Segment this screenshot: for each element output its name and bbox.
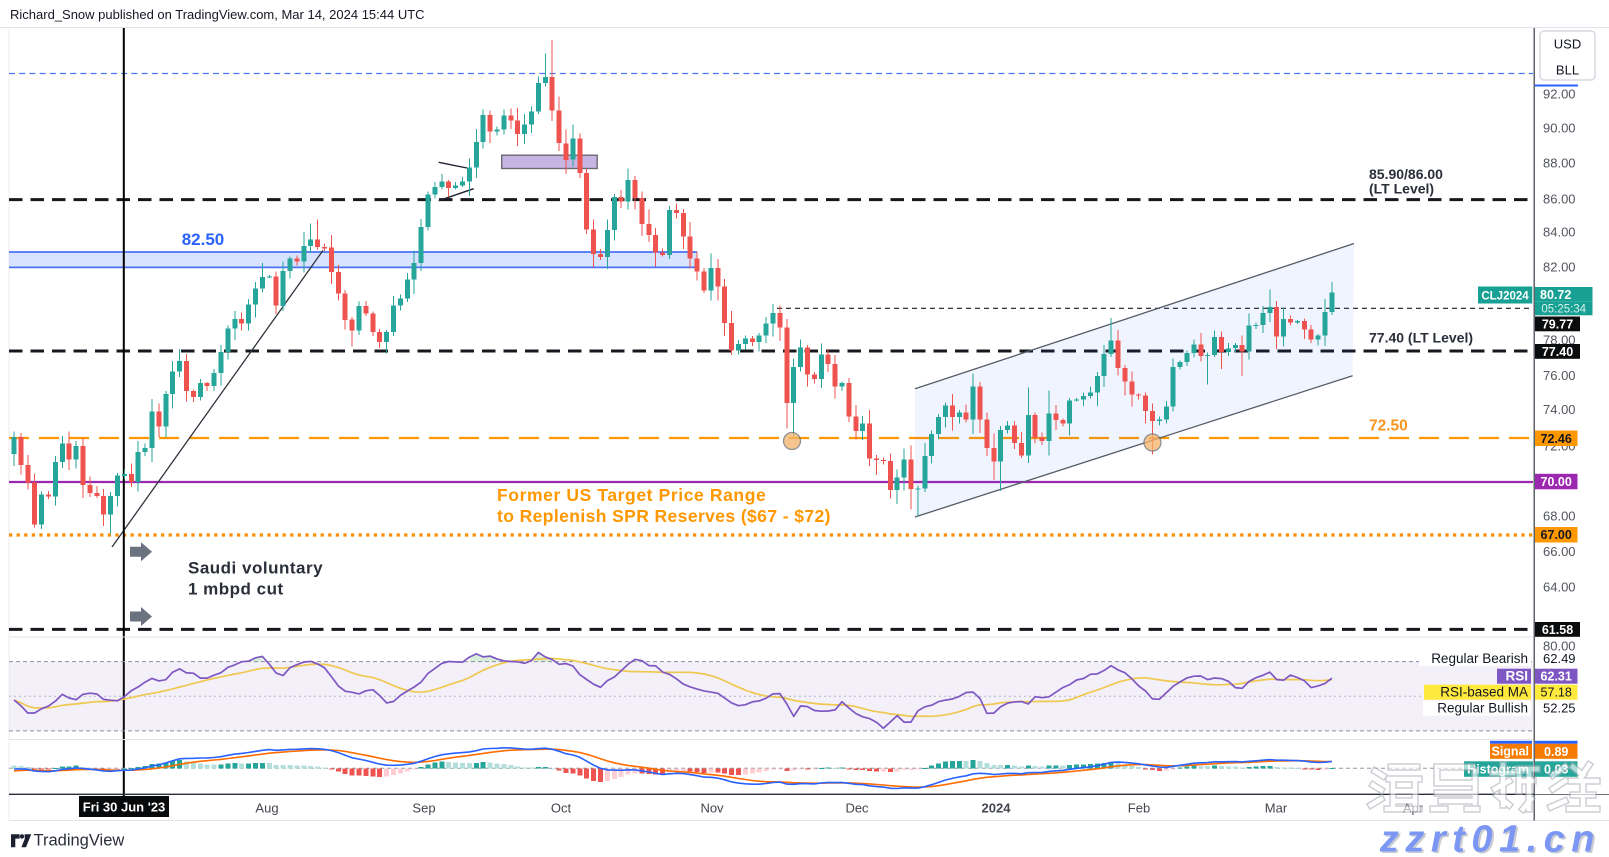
svg-text:80.72: 80.72 — [1540, 288, 1571, 302]
svg-text:80.00: 80.00 — [1543, 639, 1576, 654]
svg-text:79.77: 79.77 — [1542, 317, 1573, 331]
svg-text:Mar: Mar — [1265, 801, 1288, 816]
svg-text:68.00: 68.00 — [1543, 509, 1576, 524]
svg-text:BLL: BLL — [1556, 63, 1579, 78]
svg-text:Fri 30 Jun '23: Fri 30 Jun '23 — [83, 800, 166, 815]
svg-text:62.49: 62.49 — [1543, 651, 1576, 666]
svg-text:64.00: 64.00 — [1543, 580, 1576, 595]
svg-text:78.00: 78.00 — [1543, 333, 1576, 348]
svg-text:RSI: RSI — [1505, 669, 1528, 684]
svg-text:zzrt01.cn: zzrt01.cn — [1379, 819, 1601, 857]
svg-text:52.25: 52.25 — [1543, 701, 1576, 716]
svg-text:66.00: 66.00 — [1543, 544, 1576, 559]
svg-text:72.50: 72.50 — [1369, 418, 1408, 435]
svg-text:57.18: 57.18 — [1541, 686, 1572, 700]
svg-text:Richard_Snow published on Trad: Richard_Snow published on TradingView.co… — [10, 7, 425, 22]
svg-text:Nov: Nov — [700, 801, 724, 816]
svg-text:Feb: Feb — [1128, 801, 1150, 816]
svg-text:to Replenish SPR Reserves ($67: to Replenish SPR Reserves ($67 - $72) — [497, 506, 831, 526]
svg-text:84.00: 84.00 — [1543, 225, 1576, 240]
svg-text:Sep: Sep — [412, 801, 435, 816]
svg-text:(LT Level): (LT Level) — [1369, 181, 1434, 197]
svg-text:77.40 (LT Level): 77.40 (LT Level) — [1369, 330, 1473, 346]
svg-text:62.31: 62.31 — [1541, 670, 1572, 684]
svg-text:CLJ2024: CLJ2024 — [1481, 291, 1529, 303]
svg-text:72.46: 72.46 — [1541, 432, 1572, 446]
svg-text:77.40: 77.40 — [1542, 345, 1573, 359]
svg-text:2024: 2024 — [982, 801, 1012, 816]
svg-text:76.00: 76.00 — [1543, 368, 1576, 383]
svg-text:Former US Target Price Range: Former US Target Price Range — [497, 485, 766, 505]
svg-text:zzrt01.cn: zzrt01.cn — [1381, 820, 1603, 857]
svg-text:67.00: 67.00 — [1541, 528, 1572, 542]
svg-text:0.89: 0.89 — [1544, 745, 1568, 759]
svg-text:86.00: 86.00 — [1543, 192, 1576, 207]
svg-text:Aug: Aug — [255, 801, 278, 816]
svg-text:70.00: 70.00 — [1541, 475, 1572, 489]
svg-text:Saudi voluntary: Saudi voluntary — [188, 559, 323, 578]
svg-text:05:25:34: 05:25:34 — [1541, 304, 1586, 316]
svg-text:Regular Bearish: Regular Bearish — [1431, 651, 1528, 666]
svg-text:61.58: 61.58 — [1542, 623, 1573, 637]
svg-text:TradingView: TradingView — [34, 832, 125, 850]
svg-text:1 mbpd cut: 1 mbpd cut — [188, 580, 284, 599]
svg-text:RSI-based MA: RSI-based MA — [1440, 685, 1528, 700]
svg-text:Oct: Oct — [551, 801, 572, 816]
svg-text:USD: USD — [1554, 37, 1581, 52]
svg-text:Dec: Dec — [845, 801, 869, 816]
svg-text:85.90/86.00: 85.90/86.00 — [1369, 166, 1443, 182]
svg-text:92.00: 92.00 — [1543, 87, 1576, 102]
svg-text:Regular Bullish: Regular Bullish — [1437, 701, 1528, 716]
svg-text:Signal: Signal — [1491, 744, 1529, 758]
svg-text:82.00: 82.00 — [1543, 260, 1576, 275]
svg-text:90.00: 90.00 — [1543, 121, 1576, 136]
svg-text:82.50: 82.50 — [182, 230, 225, 249]
svg-text:88.00: 88.00 — [1543, 156, 1576, 171]
svg-text:74.00: 74.00 — [1543, 402, 1576, 417]
